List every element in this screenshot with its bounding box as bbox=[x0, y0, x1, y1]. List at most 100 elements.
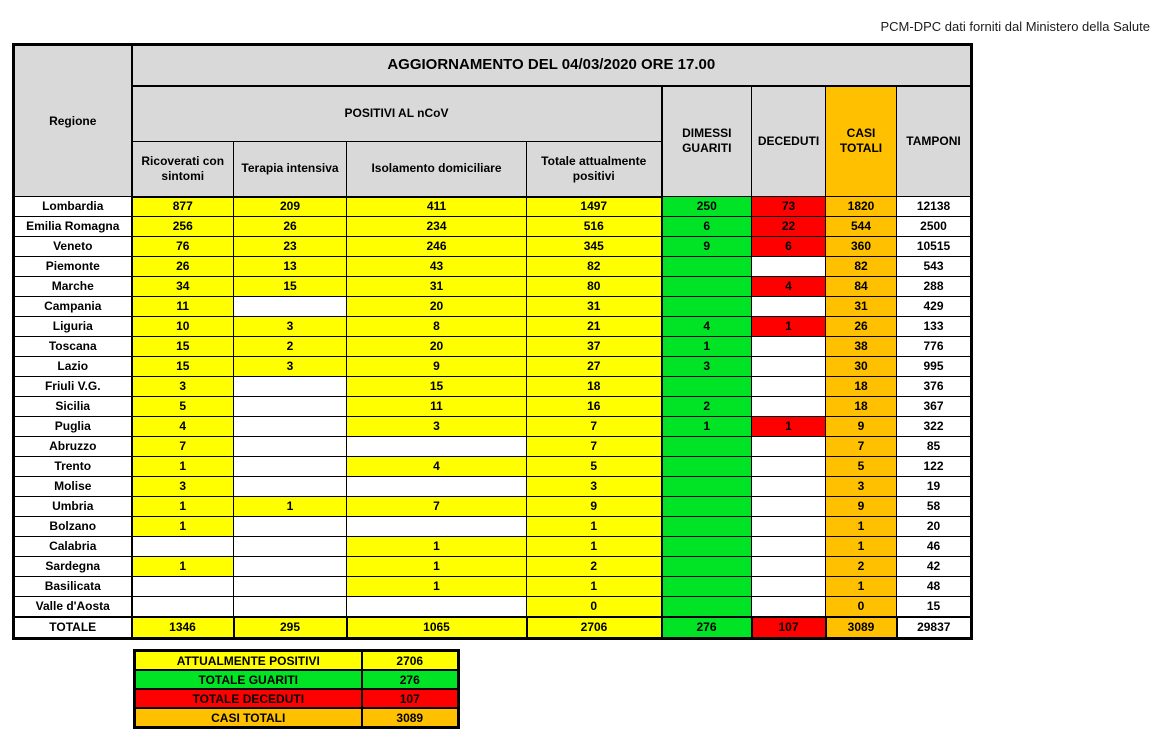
cell-ricoverati-con-sintomi: 10 bbox=[130, 316, 234, 337]
cell-tamponi: 995 bbox=[895, 356, 973, 377]
cell-isolamento-domiciliare: 31 bbox=[346, 276, 527, 297]
cell-dimessi-guariti bbox=[660, 256, 752, 277]
cell-casi-totali: 1820 bbox=[825, 196, 897, 217]
cell-ricoverati-con-sintomi: 3 bbox=[130, 376, 234, 397]
summary-label: TOTALE GUARITI bbox=[133, 669, 363, 690]
cell-casi-totali: 82 bbox=[825, 256, 897, 277]
table-row: Toscana 15 2 20 37 1 38 776 bbox=[13, 336, 973, 357]
cell-casi-totali: 360 bbox=[825, 236, 897, 257]
table-row: Calabria 1 1 1 46 bbox=[13, 536, 973, 557]
cell-terapia-intensiva: 26 bbox=[233, 216, 347, 237]
cell-casi-totali: 3089 bbox=[824, 615, 898, 640]
cell-terapia-intensiva: 1 bbox=[233, 496, 347, 517]
region-name: Trento bbox=[13, 456, 132, 477]
cell-dimessi-guariti: 1 bbox=[660, 336, 752, 357]
table-row: Valle d'Aosta 0 0 15 bbox=[13, 596, 973, 617]
cell-ricoverati-con-sintomi: 1 bbox=[130, 516, 234, 537]
cell-dimessi-guariti: 2 bbox=[660, 396, 752, 417]
summary-value: 3089 bbox=[360, 707, 460, 729]
region-name: Bolzano bbox=[13, 516, 132, 537]
cell-casi-totali: 2 bbox=[825, 556, 897, 577]
cell-terapia-intensiva bbox=[233, 396, 347, 417]
cell-tamponi: 15 bbox=[895, 596, 973, 617]
summary-label: CASI TOTALI bbox=[133, 707, 363, 729]
col-header-isolamento-domiciliare: Isolamento domiciliare bbox=[346, 141, 527, 198]
cell-totale-attualmente-positivi: 1 bbox=[526, 576, 662, 597]
cell-ricoverati-con-sintomi: 1 bbox=[130, 496, 234, 517]
cell-totale-attualmente-positivi: 18 bbox=[526, 376, 662, 397]
table-row: Lazio 15 3 9 27 3 30 995 bbox=[13, 356, 973, 377]
cell-isolamento-domiciliare: 1 bbox=[346, 556, 527, 577]
table-row: Campania 11 20 31 31 429 bbox=[13, 296, 973, 317]
cell-deceduti bbox=[751, 516, 826, 537]
cell-terapia-intensiva bbox=[233, 516, 347, 537]
cell-terapia-intensiva bbox=[233, 456, 347, 477]
col-header-deceduti: DECEDUTI bbox=[751, 85, 826, 197]
cell-ricoverati-con-sintomi: 1 bbox=[130, 456, 234, 477]
summary-row: TOTALE DECEDUTI 107 bbox=[133, 688, 460, 709]
cell-deceduti bbox=[751, 456, 826, 477]
region-name: Liguria bbox=[13, 316, 132, 337]
summary-label: ATTUALMENTE POSITIVI bbox=[133, 649, 363, 671]
table-row: Basilicata 1 1 1 48 bbox=[13, 576, 973, 597]
cell-deceduti bbox=[751, 596, 826, 617]
table-row: Sicilia 5 11 16 2 18 367 bbox=[13, 396, 973, 417]
cell-totale-attualmente-positivi: 3 bbox=[526, 476, 662, 497]
cell-tamponi: 122 bbox=[895, 456, 973, 477]
cell-isolamento-domiciliare: 234 bbox=[346, 216, 527, 237]
region-name: Valle d'Aosta bbox=[13, 596, 132, 617]
cell-casi-totali: 7 bbox=[825, 436, 897, 457]
cell-terapia-intensiva bbox=[233, 536, 347, 557]
cell-totale-attualmente-positivi: 2706 bbox=[525, 615, 663, 640]
region-name: Abruzzo bbox=[13, 436, 132, 457]
cell-deceduti bbox=[751, 356, 826, 377]
cell-ricoverati-con-sintomi: 26 bbox=[130, 256, 234, 277]
region-name: Lombardia bbox=[13, 196, 132, 217]
region-name: Calabria bbox=[13, 536, 132, 557]
cell-totale-attualmente-positivi: 82 bbox=[526, 256, 662, 277]
cell-deceduti bbox=[751, 476, 826, 497]
cell-terapia-intensiva: 15 bbox=[233, 276, 347, 297]
col-header-casi-totali: CASI TOTALI bbox=[825, 85, 897, 197]
cell-dimessi-guariti: 276 bbox=[660, 615, 753, 640]
cell-isolamento-domiciliare: 11 bbox=[346, 396, 527, 417]
summary-row: ATTUALMENTE POSITIVI 2706 bbox=[133, 649, 460, 671]
cell-deceduti: 107 bbox=[750, 615, 827, 640]
cell-dimessi-guariti bbox=[660, 556, 752, 577]
summary-row: TOTALE GUARITI 276 bbox=[133, 669, 460, 690]
cell-deceduti bbox=[751, 576, 826, 597]
cell-dimessi-guariti bbox=[660, 576, 752, 597]
cell-ricoverati-con-sintomi bbox=[130, 576, 234, 597]
cell-ricoverati-con-sintomi: 76 bbox=[130, 236, 234, 257]
cell-casi-totali: 5 bbox=[825, 456, 897, 477]
cell-isolamento-domiciliare: 20 bbox=[346, 296, 527, 317]
cell-terapia-intensiva: 3 bbox=[233, 316, 347, 337]
cell-dimessi-guariti bbox=[660, 496, 752, 517]
source-caption: PCM-DPC dati forniti dal Ministero della… bbox=[880, 19, 1151, 34]
cell-isolamento-domiciliare: 1 bbox=[346, 576, 527, 597]
table-row: Puglia 4 3 7 1 1 9 322 bbox=[13, 416, 973, 437]
cell-ricoverati-con-sintomi: 34 bbox=[130, 276, 234, 297]
cell-totale-attualmente-positivi: 16 bbox=[526, 396, 662, 417]
cell-dimessi-guariti bbox=[660, 436, 752, 457]
cell-isolamento-domiciliare bbox=[346, 516, 527, 537]
table-row: Sardegna 1 1 2 2 42 bbox=[13, 556, 973, 577]
cell-casi-totali: 1 bbox=[825, 576, 897, 597]
cell-dimessi-guariti: 1 bbox=[660, 416, 752, 437]
cell-deceduti bbox=[751, 336, 826, 357]
cell-terapia-intensiva bbox=[233, 436, 347, 457]
cell-terapia-intensiva: 2 bbox=[233, 336, 347, 357]
summary-label: TOTALE DECEDUTI bbox=[133, 688, 363, 709]
summary-value: 107 bbox=[360, 688, 460, 709]
cell-totale-attualmente-positivi: 516 bbox=[526, 216, 662, 237]
cell-dimessi-guariti: 6 bbox=[660, 216, 752, 237]
cell-totale-attualmente-positivi: 5 bbox=[526, 456, 662, 477]
cell-tamponi: 133 bbox=[895, 316, 973, 337]
region-name: Molise bbox=[13, 476, 132, 497]
region-name: Basilicata bbox=[13, 576, 132, 597]
cell-ricoverati-con-sintomi: 11 bbox=[130, 296, 234, 317]
table-row: Liguria 10 3 8 21 4 1 26 133 bbox=[13, 316, 973, 337]
cell-terapia-intensiva bbox=[233, 296, 347, 317]
cell-casi-totali: 3 bbox=[825, 476, 897, 497]
cell-totale-attualmente-positivi: 1 bbox=[526, 536, 662, 557]
